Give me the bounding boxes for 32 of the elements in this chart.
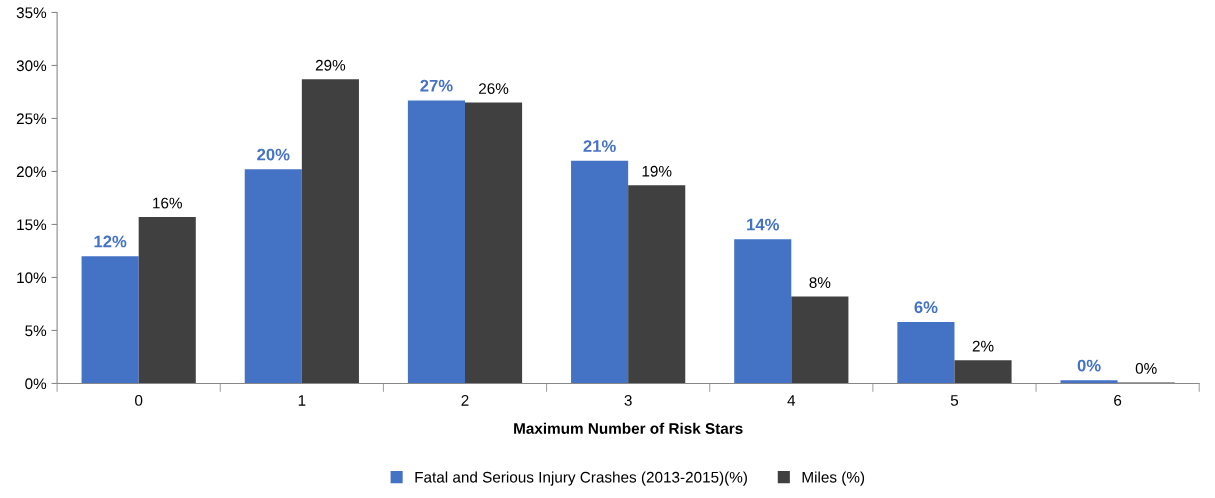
data-label: 0% (1135, 363, 1157, 374)
y-tick-label: 30% (16, 60, 47, 72)
data-label: 2% (972, 340, 994, 352)
x-tick-label: 2 (461, 394, 469, 406)
y-tick-label: 20% (16, 166, 47, 178)
y-tick-label: 15% (17, 219, 47, 231)
x-tick-label: 5 (950, 395, 959, 406)
data-label: 0% (1077, 359, 1101, 372)
data-label: 16% (153, 197, 182, 209)
data-label: 19% (642, 165, 672, 177)
data-label: 20% (257, 148, 290, 161)
x-axis-title: Maximum Number of Risk Stars (514, 422, 743, 434)
legend-label: Fatal and Serious Injury Crashes (2013-2015)(%) (415, 471, 747, 486)
x-tick-label: 1 (298, 395, 306, 406)
x-tick-label: 4 (787, 395, 796, 406)
data-label: 27% (420, 79, 453, 92)
data-label: 12% (94, 235, 127, 248)
data-label: 14% (747, 218, 779, 231)
x-tick-label: 6 (1114, 394, 1122, 406)
data-label: 26% (479, 83, 509, 94)
y-tick-label: 35% (16, 7, 47, 19)
data-label: 21% (583, 140, 616, 152)
data-label: 8% (809, 277, 831, 288)
x-tick-label: 0 (135, 394, 143, 406)
data-label: 29% (315, 59, 346, 71)
y-tick-label: 0% (25, 378, 47, 390)
legend-label: Miles (%) (802, 471, 865, 486)
y-tick-label: 25% (16, 113, 47, 125)
y-tick-label: 10% (17, 272, 47, 284)
x-tick-label: 3 (624, 394, 632, 406)
y-tick-label: 5% (25, 325, 47, 337)
data-label: 6% (914, 301, 938, 314)
